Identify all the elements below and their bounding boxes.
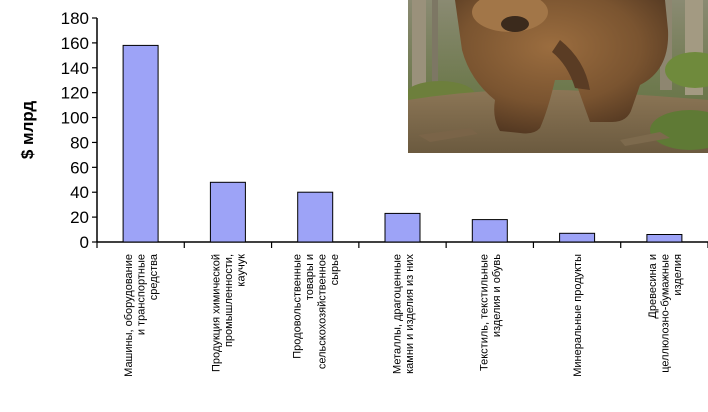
bar	[122, 44, 159, 243]
category-label-line: Продовольственные	[292, 254, 304, 359]
category-label-line: и транспортные	[136, 254, 148, 335]
category-label-line: Текстиль, текстильные	[479, 254, 491, 371]
bar	[297, 191, 334, 243]
category-label-line: каучук	[235, 254, 247, 287]
bar	[559, 232, 596, 243]
y-ticks: 0 20 40 60 80 100 120 140 160 180	[61, 9, 97, 252]
category-label-line: промышленности,	[223, 254, 235, 347]
bar	[646, 234, 683, 243]
category-label: Минеральные продукты	[572, 254, 584, 377]
category-label-line: Металлы, драгоценные	[391, 254, 403, 374]
category-label-line: сырье	[329, 254, 341, 285]
x-ticks	[96, 242, 708, 248]
bar	[209, 181, 246, 243]
category-label: Машины, оборудование и транспортные средст…	[123, 253, 160, 377]
category-label-line: товары и	[304, 254, 316, 300]
y-tick-label: 160	[61, 34, 89, 53]
category-label-line: камни и изделия из них	[404, 254, 416, 374]
category-labels: Машины, оборудование и транспортные средст…	[123, 253, 684, 377]
category-label-line: Древесина и	[647, 254, 659, 319]
category-label-line: Продукция химической	[210, 254, 222, 372]
bar	[384, 212, 421, 243]
category-label: Продукция химической промышленности, каучу…	[210, 254, 247, 372]
bear-photo	[408, 0, 708, 153]
category-label-line: сельскохозяйственное	[317, 254, 329, 369]
y-axis-label: $ млрд	[18, 101, 37, 160]
category-label-line: Минеральные продукты	[572, 254, 584, 377]
category-label-line: средства	[148, 253, 160, 300]
y-tick-label: 100	[61, 109, 89, 128]
category-label: Древесина и целлюлозно-бумажные изделия	[647, 254, 684, 373]
category-label: Текстиль, текстильные изделия и обувь	[479, 254, 504, 371]
bars	[122, 44, 683, 243]
category-label: Продовольственные товары и сельскохозяйств…	[292, 254, 342, 369]
y-tick-label: 0	[80, 233, 89, 252]
category-label-line: целлюлозно-бумажные	[659, 254, 671, 373]
y-tick-label: 140	[61, 59, 89, 78]
bar	[471, 219, 508, 243]
category-label-line: изделия	[672, 254, 684, 296]
y-tick-label: 20	[70, 208, 89, 227]
y-tick-label: 120	[61, 84, 89, 103]
y-tick-label: 60	[70, 158, 89, 177]
category-label-line: Машины, оборудование	[123, 254, 135, 377]
category-label: Металлы, драгоценные камни и изделия из н…	[391, 254, 416, 374]
category-label-line: изделия и обувь	[491, 254, 503, 337]
y-tick-label: 40	[70, 183, 89, 202]
y-tick-label: 180	[61, 9, 89, 28]
y-tick-label: 80	[70, 133, 89, 152]
